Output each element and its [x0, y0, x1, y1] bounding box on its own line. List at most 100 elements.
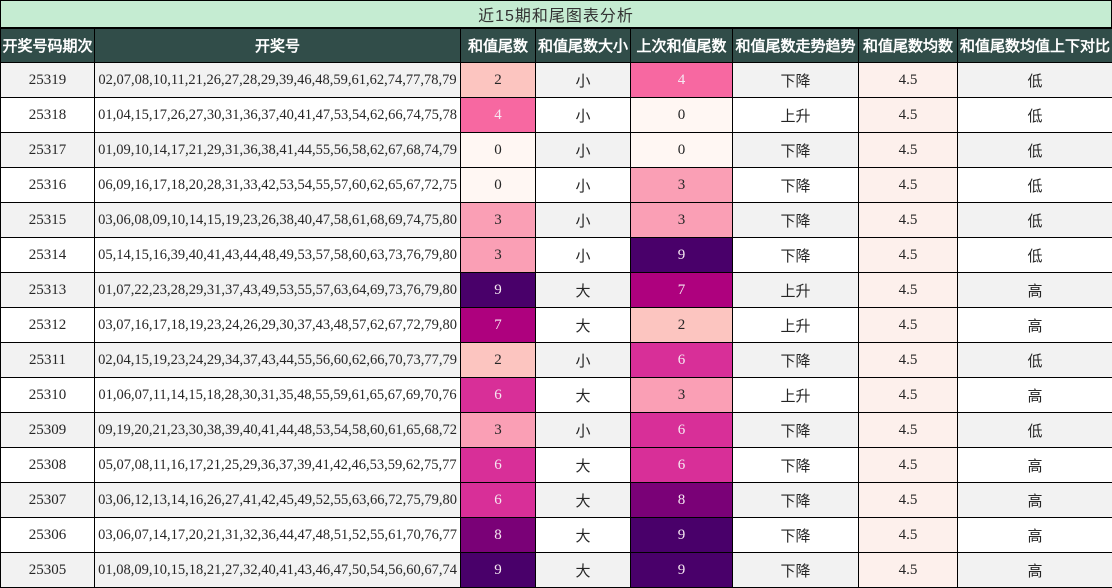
last-tail-cell: 2: [630, 307, 733, 343]
period-cell: 25307: [0, 482, 95, 518]
compare-cell: 低: [957, 412, 1112, 448]
tail-value-cell: 0: [460, 132, 536, 168]
tail-value-cell: 9: [460, 272, 536, 308]
trend-cell: 下降: [732, 132, 859, 168]
trend-cell: 下降: [732, 447, 859, 483]
numbers-cell: 01,04,15,17,26,27,30,31,36,37,40,41,47,5…: [94, 97, 461, 133]
period-cell: 25319: [0, 62, 95, 98]
size-cell: 大: [535, 447, 631, 483]
trend-cell: 下降: [732, 237, 859, 273]
last-tail-cell: 3: [630, 167, 733, 203]
column-header-compare: 和值尾数均值上下对比: [957, 28, 1112, 63]
size-cell: 大: [535, 482, 631, 518]
table-header-row: 开奖号码期次 开奖号 和值尾数 和值尾数大小 上次和值尾数 和值尾数走势趋势 和值尾数均数和…: [0, 28, 1112, 63]
mean-cell: 4.5: [858, 237, 958, 273]
mean-cell: 4.5: [858, 307, 958, 343]
period-cell: 25310: [0, 377, 95, 413]
tail-value-cell: 3: [460, 237, 536, 273]
column-header-size: 和值尾数大小: [535, 28, 631, 63]
column-header-tail: 和值尾数: [460, 28, 536, 63]
compare-cell: 低: [957, 132, 1112, 168]
tail-value-cell: 0: [460, 167, 536, 203]
compare-cell: 低: [957, 202, 1112, 238]
table-row: 25305 01,08,09,10,15,18,21,27,32,40,41,43…: [0, 552, 1112, 588]
period-cell: 25305: [0, 552, 95, 588]
numbers-cell: 03,07,16,17,18,19,23,24,26,29,30,37,43,4…: [94, 307, 461, 343]
last-tail-cell: 9: [630, 517, 733, 553]
compare-cell: 高: [957, 447, 1112, 483]
mean-cell: 4.5: [858, 202, 958, 238]
tail-value-cell: 4: [460, 97, 536, 133]
mean-cell: 4.5: [858, 272, 958, 308]
period-cell: 25314: [0, 237, 95, 273]
table-row: 25310 01,06,07,11,14,15,18,28,30,31,35,48…: [0, 377, 1112, 413]
period-cell: 25318: [0, 97, 95, 133]
numbers-cell: 02,07,08,10,11,21,26,27,28,29,39,46,48,5…: [94, 62, 461, 98]
mean-cell: 4.5: [858, 552, 958, 588]
tail-value-cell: 2: [460, 342, 536, 378]
tail-value-cell: 2: [460, 62, 536, 98]
last-tail-cell: 6: [630, 342, 733, 378]
period-cell: 25312: [0, 307, 95, 343]
size-cell: 小: [535, 412, 631, 448]
size-cell: 小: [535, 237, 631, 273]
tail-value-cell: 7: [460, 307, 536, 343]
trend-cell: 下降: [732, 412, 859, 448]
numbers-cell: 01,08,09,10,15,18,21,27,32,40,41,43,46,4…: [94, 552, 461, 588]
last-tail-cell: 7: [630, 272, 733, 308]
size-cell: 小: [535, 167, 631, 203]
size-cell: 小: [535, 132, 631, 168]
page-title: 近15期和尾图表分析: [0, 0, 1112, 28]
column-header-mean: 和值尾数均数: [858, 28, 958, 63]
numbers-cell: 03,06,08,09,10,14,15,19,23,26,38,40,47,5…: [94, 202, 461, 238]
numbers-cell: 03,06,12,13,14,16,26,27,41,42,45,49,52,5…: [94, 482, 461, 518]
table-row: 25319 02,07,08,10,11,21,26,27,28,29,39,46…: [0, 62, 1112, 98]
column-header-last_tail: 上次和值尾数: [630, 28, 733, 63]
compare-cell: 低: [957, 62, 1112, 98]
numbers-cell: 02,04,15,19,23,24,29,34,37,43,44,55,56,6…: [94, 342, 461, 378]
compare-cell: 低: [957, 97, 1112, 133]
trend-cell: 下降: [732, 342, 859, 378]
last-tail-cell: 3: [630, 202, 733, 238]
sum-tail-analysis-table: 开奖号码期次 开奖号 和值尾数 和值尾数大小 上次和值尾数 和值尾数走势趋势 和值尾数均数和…: [0, 28, 1112, 588]
table-row: 25312 03,07,16,17,18,19,23,24,26,29,30,37…: [0, 307, 1112, 343]
period-cell: 25309: [0, 412, 95, 448]
tail-value-cell: 6: [460, 482, 536, 518]
period-cell: 25317: [0, 132, 95, 168]
size-cell: 小: [535, 97, 631, 133]
size-cell: 大: [535, 272, 631, 308]
numbers-cell: 03,06,07,14,17,20,21,31,32,36,44,47,48,5…: [94, 517, 461, 553]
mean-cell: 4.5: [858, 377, 958, 413]
column-header-numbers: 开奖号: [94, 28, 461, 63]
compare-cell: 高: [957, 517, 1112, 553]
trend-cell: 下降: [732, 202, 859, 238]
column-header-trend: 和值尾数走势趋势: [732, 28, 859, 63]
tail-value-cell: 8: [460, 517, 536, 553]
size-cell: 小: [535, 202, 631, 238]
table-row: 25317 01,09,10,14,17,21,29,31,36,38,41,44…: [0, 132, 1112, 168]
last-tail-cell: 0: [630, 97, 733, 133]
compare-cell: 低: [957, 167, 1112, 203]
compare-cell: 高: [957, 272, 1112, 308]
period-cell: 25315: [0, 202, 95, 238]
mean-cell: 4.5: [858, 167, 958, 203]
table-row: 25306 03,06,07,14,17,20,21,31,32,36,44,47…: [0, 517, 1112, 553]
numbers-cell: 01,07,22,23,28,29,31,37,43,49,53,55,57,6…: [94, 272, 461, 308]
table-row: 25315 03,06,08,09,10,14,15,19,23,26,38,40…: [0, 202, 1112, 238]
table-row: 25313 01,07,22,23,28,29,31,37,43,49,53,55…: [0, 272, 1112, 308]
mean-cell: 4.5: [858, 132, 958, 168]
size-cell: 大: [535, 377, 631, 413]
compare-cell: 高: [957, 552, 1112, 588]
numbers-cell: 01,09,10,14,17,21,29,31,36,38,41,44,55,5…: [94, 132, 461, 168]
period-cell: 25308: [0, 447, 95, 483]
period-cell: 25311: [0, 342, 95, 378]
table-row: 25316 06,09,16,17,18,20,28,31,33,42,53,54…: [0, 167, 1112, 203]
trend-cell: 下降: [732, 167, 859, 203]
last-tail-cell: 6: [630, 412, 733, 448]
tail-value-cell: 3: [460, 202, 536, 238]
compare-cell: 低: [957, 342, 1112, 378]
numbers-cell: 05,07,08,11,16,17,21,25,29,36,37,39,41,4…: [94, 447, 461, 483]
last-tail-cell: 8: [630, 482, 733, 518]
compare-cell: 高: [957, 482, 1112, 518]
